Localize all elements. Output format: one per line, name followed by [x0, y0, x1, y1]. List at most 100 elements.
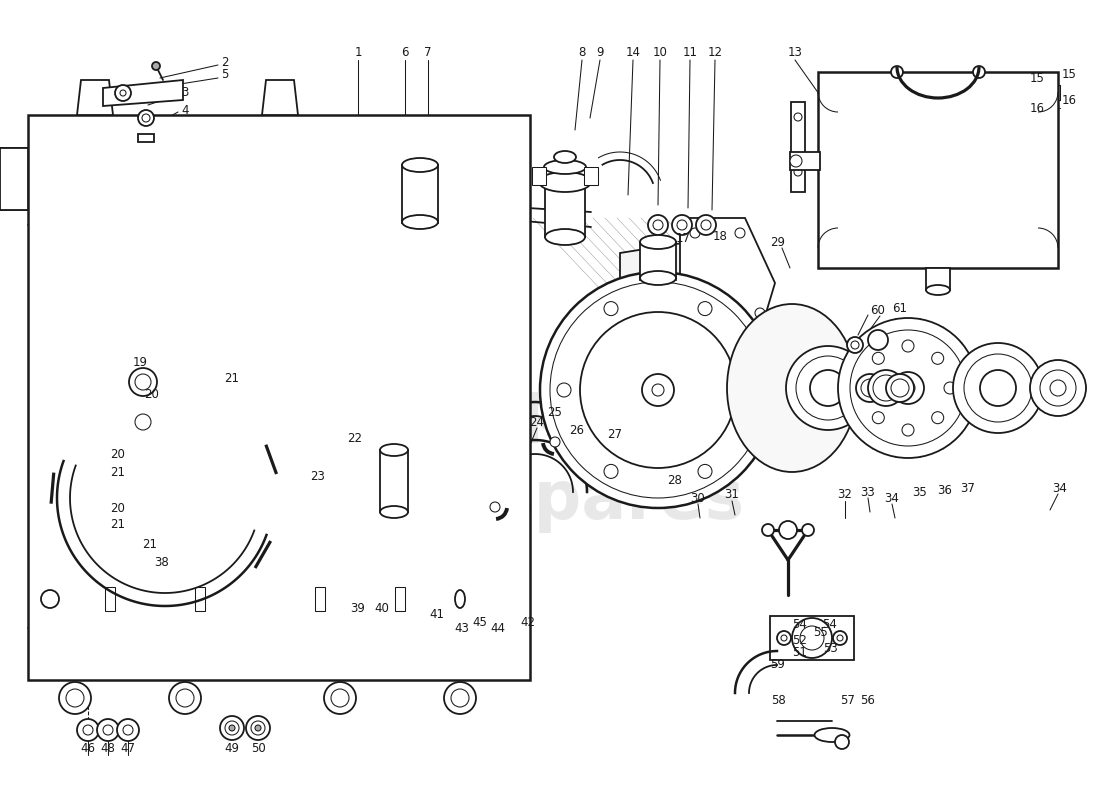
Circle shape — [891, 66, 903, 78]
Circle shape — [1030, 360, 1086, 416]
Bar — [195, 587, 205, 611]
Circle shape — [698, 302, 712, 315]
Text: 56: 56 — [860, 694, 876, 706]
Text: 21: 21 — [143, 538, 157, 551]
Circle shape — [974, 66, 984, 78]
Circle shape — [794, 113, 802, 121]
Text: 26: 26 — [570, 423, 584, 437]
Text: 57: 57 — [840, 694, 856, 706]
Bar — [28, 115, 530, 680]
Text: 54: 54 — [793, 618, 807, 631]
Circle shape — [580, 312, 736, 468]
Circle shape — [604, 302, 618, 315]
Circle shape — [794, 168, 802, 176]
Ellipse shape — [41, 590, 59, 608]
Circle shape — [902, 424, 914, 436]
Text: 29: 29 — [770, 237, 785, 250]
Text: 39: 39 — [351, 602, 365, 614]
Text: 48: 48 — [100, 742, 116, 754]
Bar — [818, 72, 1058, 268]
Circle shape — [97, 719, 119, 741]
Text: 59: 59 — [771, 658, 785, 671]
Text: 32: 32 — [837, 489, 852, 502]
Text: 61: 61 — [892, 302, 907, 314]
Text: 16: 16 — [1030, 102, 1045, 114]
Text: 40: 40 — [375, 602, 389, 614]
Circle shape — [833, 631, 847, 645]
Circle shape — [860, 382, 872, 394]
Text: 20: 20 — [111, 449, 125, 462]
Text: 38: 38 — [155, 555, 169, 569]
Text: 19: 19 — [132, 355, 147, 369]
Polygon shape — [103, 80, 183, 106]
Text: 5: 5 — [221, 69, 229, 82]
Text: 42: 42 — [520, 615, 536, 629]
Bar — [315, 587, 324, 611]
Text: spares: spares — [495, 467, 745, 533]
Circle shape — [66, 689, 84, 707]
Text: 49: 49 — [224, 742, 240, 754]
Circle shape — [129, 368, 157, 396]
Circle shape — [169, 682, 201, 714]
Circle shape — [557, 383, 571, 397]
Text: 60: 60 — [870, 303, 886, 317]
Circle shape — [696, 215, 716, 235]
Text: 36: 36 — [937, 483, 953, 497]
Text: 9: 9 — [596, 46, 604, 58]
Text: 21: 21 — [110, 518, 125, 531]
Ellipse shape — [727, 304, 857, 472]
Circle shape — [604, 465, 618, 478]
Circle shape — [715, 338, 725, 348]
Circle shape — [220, 716, 244, 740]
Text: 3: 3 — [182, 86, 189, 98]
Bar — [544, 187, 585, 237]
Polygon shape — [0, 148, 28, 210]
Text: 10: 10 — [652, 46, 668, 58]
Bar — [532, 167, 546, 185]
Bar — [379, 450, 408, 512]
Circle shape — [944, 382, 956, 394]
Circle shape — [701, 220, 711, 230]
Polygon shape — [138, 134, 154, 142]
Bar — [640, 242, 676, 280]
Bar — [584, 167, 598, 185]
Ellipse shape — [926, 285, 950, 295]
Text: 27: 27 — [607, 429, 623, 442]
Text: 4: 4 — [182, 103, 189, 117]
Circle shape — [980, 370, 1016, 406]
Text: 15: 15 — [1030, 71, 1045, 85]
Circle shape — [735, 228, 745, 238]
Circle shape — [229, 725, 235, 731]
Circle shape — [255, 725, 261, 731]
Circle shape — [861, 379, 879, 397]
Ellipse shape — [455, 590, 465, 608]
Ellipse shape — [640, 271, 676, 285]
Circle shape — [800, 626, 824, 650]
Text: 8: 8 — [579, 46, 585, 58]
Ellipse shape — [539, 172, 591, 192]
Text: 55: 55 — [813, 626, 827, 638]
Ellipse shape — [640, 235, 676, 249]
Text: 2: 2 — [221, 55, 229, 69]
Text: 43: 43 — [454, 622, 470, 634]
Text: 34: 34 — [884, 491, 900, 505]
Text: 31: 31 — [725, 489, 739, 502]
Text: 17: 17 — [675, 231, 691, 245]
Circle shape — [786, 346, 870, 430]
Text: 41: 41 — [429, 609, 444, 622]
Circle shape — [838, 318, 978, 458]
Circle shape — [490, 502, 500, 512]
Text: 14: 14 — [626, 46, 640, 58]
Circle shape — [550, 282, 766, 498]
Text: 21: 21 — [110, 466, 125, 478]
Circle shape — [745, 383, 759, 397]
Circle shape — [796, 356, 860, 420]
Circle shape — [781, 635, 786, 641]
Text: 24: 24 — [529, 415, 544, 429]
Circle shape — [755, 308, 764, 318]
Text: 21: 21 — [224, 371, 240, 385]
Text: 6: 6 — [402, 46, 409, 58]
Text: 28: 28 — [668, 474, 682, 486]
Ellipse shape — [814, 728, 849, 742]
Circle shape — [872, 412, 884, 424]
